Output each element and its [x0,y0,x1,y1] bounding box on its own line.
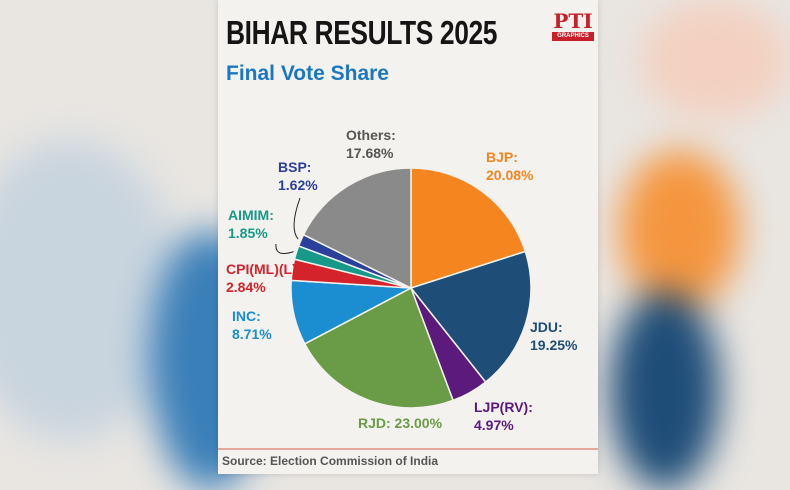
slice-label-name: Others: [346,127,396,143]
slice-label-name: BSP: [278,159,312,175]
slice-label-value: 19.25% [530,337,578,353]
pie-slice-others [302,167,412,290]
slice-label-bsp: BSP: 1.62% [278,158,318,194]
slice-label-name: INC: [232,308,261,324]
slice-label-rjd: RJD: 23.00% [358,414,442,432]
slice-label-ljp-rv-: LJP(RV): 4.97% [474,398,533,434]
slice-label-aimim: AIMIM: 1.85% [228,206,274,242]
page-title: BIHAR RESULTS 2025 [226,14,498,51]
slice-label-value: 1.85% [228,225,268,241]
slice-label-bjp: BJP: 20.08% [486,148,533,184]
slice-label-name: JDU: [530,319,563,335]
slice-label-value: 1.62% [278,177,318,193]
pie-slice-rjd [303,286,455,409]
slice-label-name: AIMIM: [228,207,274,223]
slice-label-name: BJP: [486,149,518,165]
pie-chart [275,167,532,409]
slice-label-inc: INC: 8.71% [232,307,272,343]
leader-arrow-aimim [275,243,294,254]
slice-label-value: 2.84% [226,279,266,295]
slice-label-others: Others: 17.68% [346,126,396,162]
pti-logo: PTI GRAPHICS [552,10,594,44]
slice-label-name: LJP(RV): [474,399,533,415]
pie-slice-bjp [410,167,527,290]
slice-label-value: 4.97% [474,417,514,433]
slice-label-name: CPI(ML)(L): [226,261,302,277]
slice-label-value: 20.08% [486,167,534,183]
slice-label-cpi-ml-l-: CPI(ML)(L): 2.84% [226,260,301,296]
slice-label-value: 17.68% [346,145,394,161]
chart-subtitle: Final Vote Share [226,62,389,85]
infographic-card: BIHAR RESULTS 2025 Final Vote Share PTI … [218,0,598,474]
leader-arrow-bsp [293,197,301,240]
slice-label-value: 8.71% [232,326,272,342]
divider [218,448,598,450]
logo-subtext: GRAPHICS [552,32,594,41]
slice-label-jdu: JDU: 19.25% [530,318,577,354]
source-note: Source: Election Commission of India [222,454,439,468]
pie-slice-jdu [409,250,532,384]
logo-text: PTI [553,9,593,33]
slice-label-name: RJD: 23.00% [358,415,443,431]
